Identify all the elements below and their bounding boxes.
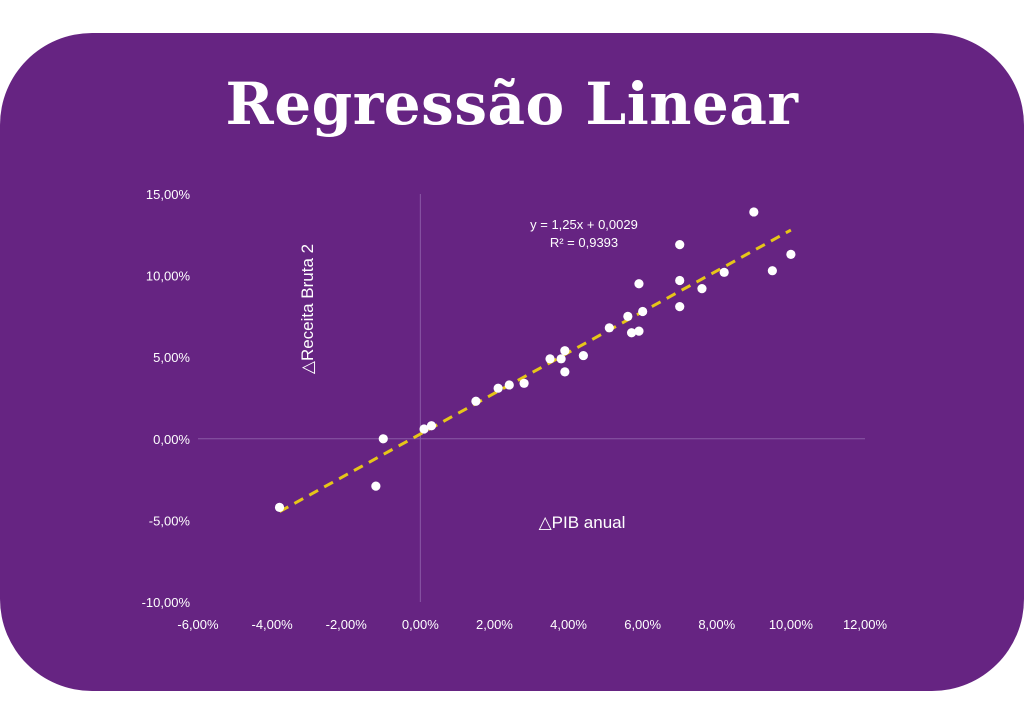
data-point xyxy=(749,207,759,217)
data-point xyxy=(638,306,648,317)
y-tick-label: 0,00% xyxy=(153,432,190,447)
data-point xyxy=(675,302,685,312)
y-axis-label: △Receita Bruta 2 xyxy=(298,244,317,374)
data-point xyxy=(545,354,555,364)
trendline-equation: y = 1,25x + 0,0029 xyxy=(530,217,638,232)
data-point xyxy=(634,279,644,289)
data-point xyxy=(675,239,685,250)
data-point xyxy=(626,328,637,338)
y-tick-label: 5,00% xyxy=(153,350,190,365)
chart-card xyxy=(0,33,1024,691)
data-point xyxy=(419,424,429,434)
x-tick-label: -6,00% xyxy=(177,617,219,632)
axes xyxy=(198,194,865,602)
x-tick-label: 12,00% xyxy=(843,617,888,632)
data-point xyxy=(634,326,644,336)
data-point xyxy=(560,367,570,377)
x-axis-label: △PIB anual xyxy=(539,513,626,532)
data-point xyxy=(604,323,614,333)
data-point xyxy=(697,284,707,294)
y-tick-label: -5,00% xyxy=(149,513,191,528)
data-point xyxy=(274,502,285,512)
data-point xyxy=(675,275,685,286)
data-point xyxy=(560,346,570,356)
data-point xyxy=(504,380,514,390)
data-point xyxy=(556,354,566,364)
y-tick-label: 15,00% xyxy=(146,187,191,202)
data-point xyxy=(471,396,481,406)
x-tick-label: -4,00% xyxy=(252,617,294,632)
x-tick-label: 10,00% xyxy=(769,617,814,632)
data-point xyxy=(623,311,633,321)
data-point xyxy=(378,434,388,444)
trendline xyxy=(278,228,792,513)
data-points xyxy=(274,207,796,512)
x-tick-label: -2,00% xyxy=(326,617,368,632)
data-point xyxy=(578,350,588,361)
data-point xyxy=(767,266,777,276)
x-tick-label: 2,00% xyxy=(476,617,513,632)
data-point xyxy=(719,267,729,277)
data-point xyxy=(786,249,796,259)
data-point xyxy=(371,481,381,491)
x-tick-label: 6,00% xyxy=(624,617,661,632)
data-point xyxy=(493,383,503,393)
x-tick-label: 4,00% xyxy=(550,617,587,632)
page-title: Regressão Linear xyxy=(225,70,799,138)
trendline-layer xyxy=(278,228,792,513)
x-tick-label: 0,00% xyxy=(402,617,439,632)
trendline-r-squared: R² = 0,9393 xyxy=(550,235,618,250)
tick-labels: -10,00% -5,00% 0,00% 5,00% 10,00% 15,00% -6,00… xyxy=(142,187,888,632)
y-tick-label: -10,00% xyxy=(142,595,191,610)
data-point xyxy=(426,421,437,431)
data-point xyxy=(519,378,529,388)
y-tick-label: 10,00% xyxy=(146,269,191,284)
x-tick-label: 8,00% xyxy=(698,617,735,632)
